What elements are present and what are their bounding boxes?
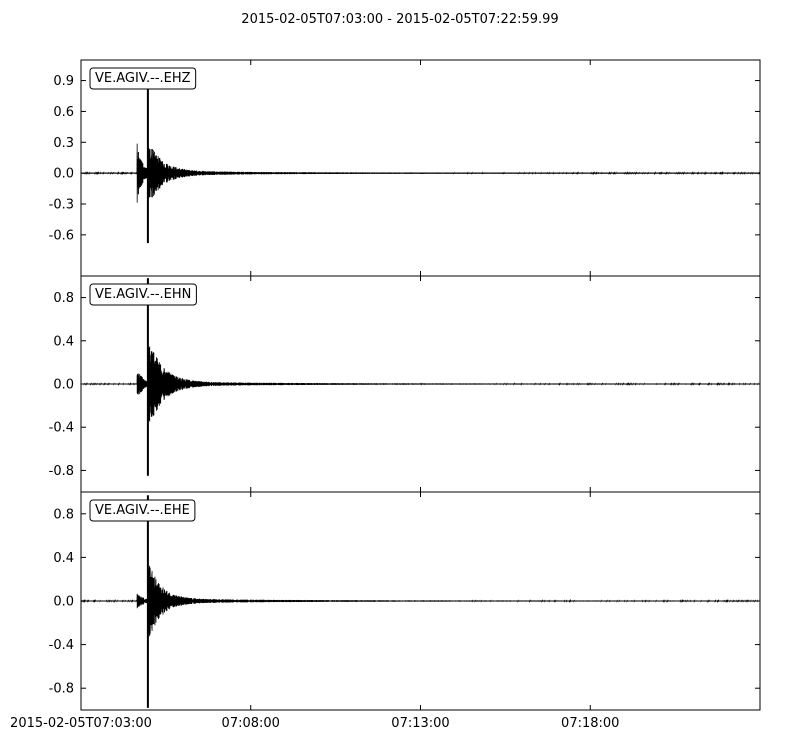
y-tick-label: 0.8	[53, 507, 74, 522]
y-tick-label: -0.8	[49, 682, 74, 697]
y-tick-label: 0.6	[53, 105, 74, 120]
y-tick-label: -0.4	[49, 421, 74, 436]
trace-label-box	[89, 499, 196, 522]
y-tick-label: 0.0	[53, 167, 74, 182]
trace-waveform	[81, 565, 760, 637]
trace-label-box	[89, 67, 197, 90]
x-tick-label: 2015-02-05T07:03:00	[10, 716, 152, 731]
y-tick-label: 0.4	[53, 551, 74, 566]
y-tick-label: -0.3	[49, 198, 74, 213]
y-tick-label: -0.4	[49, 638, 74, 653]
trace-label: VE.AGIV.--.EHE	[95, 503, 190, 518]
y-tick-label: -0.8	[49, 464, 74, 479]
y-tick-label: 0.3	[53, 136, 74, 151]
x-tick-label: 07:13:00	[391, 716, 449, 731]
y-tick-label: 0.0	[53, 595, 74, 610]
trace-waveform	[81, 346, 760, 422]
trace-panel: 0.8 0.4 0.0 -0.4 -0.8 VE.AGIV.--.EHN	[49, 275, 761, 493]
trace-waveform	[81, 143, 760, 203]
x-tick-label: 07:18:00	[561, 716, 619, 731]
trace-label: VE.AGIV.--.EHZ	[95, 71, 191, 86]
trace-panel: 0.8 0.4 0.0 -0.4 -0.8 VE.AGIV.--.EHE	[49, 491, 761, 711]
y-tick-label: 0.0	[53, 378, 74, 393]
y-tick-label: 0.9	[53, 74, 74, 89]
trace-label-box	[89, 283, 197, 306]
trace-label: VE.AGIV.--.EHN	[95, 287, 191, 302]
y-tick-label: 0.4	[53, 334, 74, 349]
y-tick-label: -0.6	[49, 228, 74, 243]
y-tick-label: 0.8	[53, 291, 74, 306]
figure-title: 2015-02-05T07:03:00 - 2015-02-05T07:22:5…	[241, 12, 559, 27]
trace-panel: 0.9 0.6 0.3 0.0 -0.3 -0.6 VE.AGIV.--.EHZ	[49, 59, 761, 277]
axes-frame	[80, 59, 761, 277]
x-tick-label: 07:08:00	[222, 716, 280, 731]
